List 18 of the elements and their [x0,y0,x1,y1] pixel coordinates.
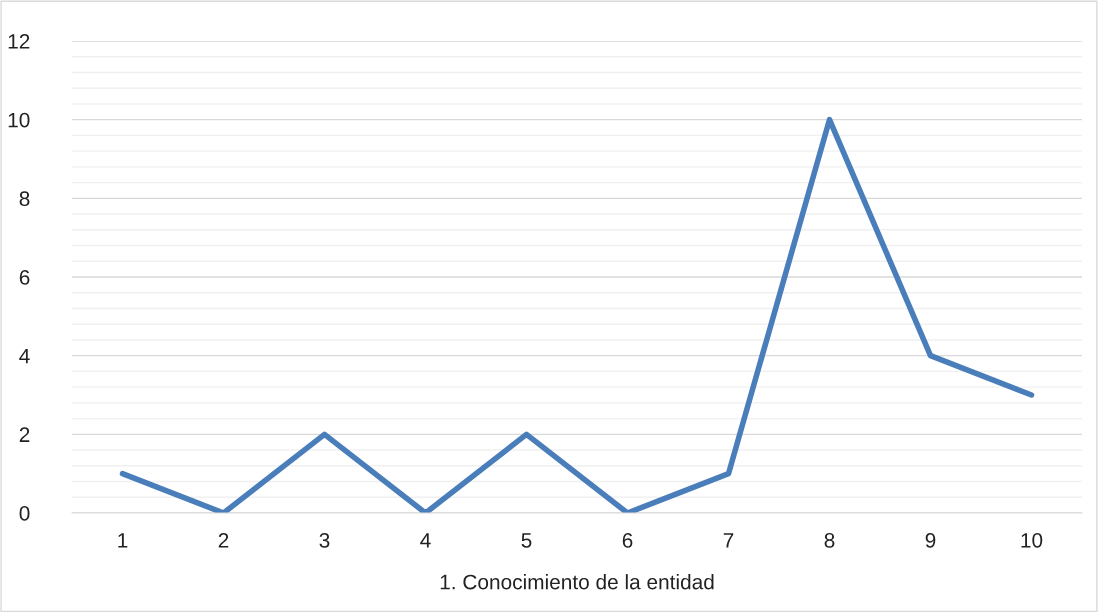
y-tick-label: 8 [19,191,30,207]
x-tick-label: 6 [622,532,633,548]
x-tick-label: 10 [1021,532,1043,548]
y-tick-label: 10 [8,112,30,128]
x-tick-label: 1 [118,533,128,548]
y-tick-label: 6 [19,270,30,285]
y-tick-label: 4 [19,348,30,364]
y-tick-label: 12 [8,34,30,49]
x-tick-label: 5 [521,533,532,548]
x-tick-label: 8 [824,532,835,548]
x-tick-label: 3 [319,532,330,548]
x-tick-label: 2 [218,532,229,548]
x-tick-label: 7 [723,533,734,548]
x-tick-label: 9 [925,532,936,548]
x-axis-title: 1. Conocimiento de la entidad [440,574,714,590]
y-tick-label: 0 [19,506,30,521]
y-tick-label: 2 [19,427,30,442]
x-tick-label: 4 [420,533,431,548]
